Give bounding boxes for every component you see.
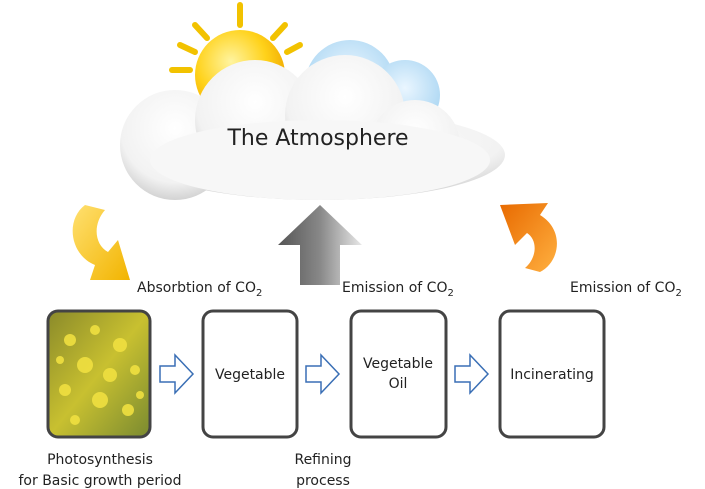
flow-label: Emission of CO2: [342, 280, 454, 299]
atmosphere-label: The Atmosphere: [226, 126, 408, 151]
caption: Refining: [294, 452, 351, 468]
emit-arrow: [500, 203, 557, 272]
step-label: Oil: [389, 376, 408, 392]
caption: Photosynthesis: [47, 452, 153, 468]
caption: process: [296, 473, 350, 489]
step-label: Incinerating: [510, 367, 594, 383]
emit-arrow: [278, 205, 362, 285]
step-label: Vegetable: [215, 367, 285, 383]
absorb-arrow: [73, 205, 130, 280]
cloud: [120, 40, 505, 200]
step-box: [351, 311, 446, 437]
plant-photo: [48, 311, 150, 437]
caption: for Basic growth period: [19, 473, 182, 489]
step-label: Vegetable: [363, 356, 433, 372]
flow-label: Emission of CO2: [570, 280, 682, 299]
diagram: The Atmosphere Absorbtion of CO2 Emissio…: [0, 0, 705, 489]
flow-label: Absorbtion of CO2: [137, 280, 262, 299]
